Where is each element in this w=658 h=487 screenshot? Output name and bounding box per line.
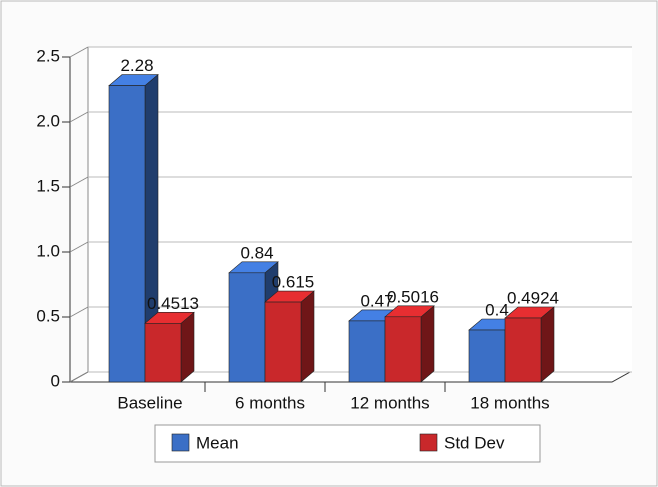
bar <box>108 73 159 383</box>
tick-diagonal <box>69 111 89 123</box>
x-tick-label: 6 months <box>235 393 305 412</box>
bar-side <box>180 311 195 383</box>
bar-front <box>228 272 266 383</box>
value-label: 0.84 <box>240 243 273 262</box>
y-tick-label: 2.5 <box>36 46 60 65</box>
tick-diagonal <box>69 46 89 58</box>
value-label: 0.4513 <box>147 294 199 313</box>
y-tick-label: 0 <box>51 371 60 390</box>
bar-front <box>504 317 542 383</box>
x-tick-label: 12 months <box>350 393 429 412</box>
legend-box <box>154 424 541 463</box>
value-label: 0.615 <box>272 273 315 292</box>
bar-side <box>300 290 315 383</box>
bar-front <box>144 323 182 383</box>
bar <box>144 311 195 383</box>
bar-front <box>108 85 146 383</box>
bar <box>264 290 315 383</box>
y-tick-label: 2.0 <box>36 111 60 130</box>
value-label: 0.5016 <box>387 287 439 306</box>
bar <box>384 305 435 383</box>
bar-front <box>264 301 302 383</box>
tick-diagonal <box>69 241 89 253</box>
value-label: 0.4924 <box>507 288 559 307</box>
tick-diagonal <box>69 176 89 188</box>
y-tick-label: 1.0 <box>36 241 60 260</box>
bar-front <box>348 320 386 383</box>
legend-label: Mean <box>196 433 239 452</box>
y-tick-label: 1.5 <box>36 176 60 195</box>
bar <box>504 306 555 383</box>
y-tick-label: 0.5 <box>36 306 60 325</box>
value-label: 0.4 <box>485 300 509 319</box>
bar-side <box>540 306 555 383</box>
bar-front <box>468 329 506 383</box>
x-tick-label: Baseline <box>117 393 182 412</box>
bar-front <box>384 316 422 383</box>
value-label: 0.47 <box>360 291 393 310</box>
legend-swatch <box>171 433 190 452</box>
tick-diagonal <box>69 306 89 318</box>
tick-diagonal <box>69 371 89 383</box>
value-label: 2.28 <box>120 56 153 75</box>
legend-swatch <box>419 433 438 452</box>
bar-side <box>420 305 435 383</box>
legend-label: Std Dev <box>444 433 505 452</box>
x-tick-label: 18 months <box>470 393 549 412</box>
